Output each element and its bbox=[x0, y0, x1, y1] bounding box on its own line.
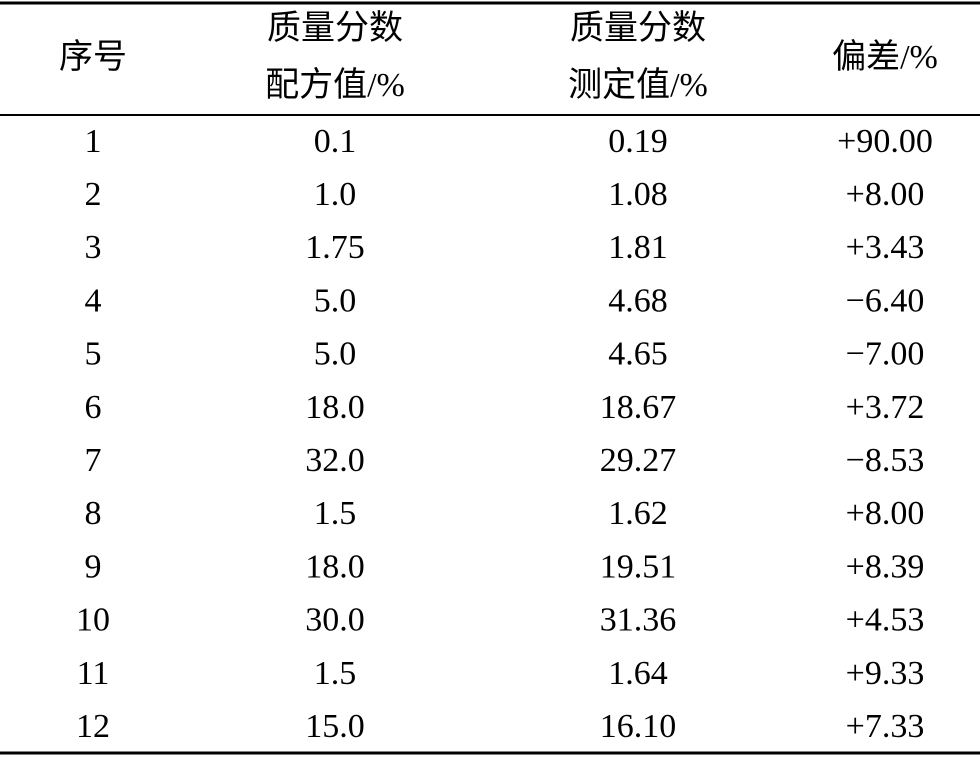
table-cell: 18.67 bbox=[600, 389, 677, 426]
table-cell: 7 bbox=[85, 442, 102, 479]
table-cell: 30.0 bbox=[305, 602, 365, 639]
table-cell: 12 bbox=[76, 708, 110, 745]
table-cell: 16.10 bbox=[600, 708, 677, 745]
table-cell: 1 bbox=[85, 123, 102, 160]
table-cell: 5 bbox=[85, 336, 102, 373]
table-cell: 32.0 bbox=[305, 442, 365, 479]
table-cell: 1.08 bbox=[608, 176, 668, 213]
header-cell: 配方值/% bbox=[265, 66, 405, 104]
table-cell: +3.72 bbox=[846, 389, 925, 426]
table-cell: 18.0 bbox=[305, 389, 365, 426]
table-cell: 1.5 bbox=[314, 495, 357, 532]
table-cell: 1.75 bbox=[305, 229, 365, 266]
table-cell: 1.0 bbox=[314, 176, 357, 213]
table-cell: −7.00 bbox=[846, 336, 925, 373]
header-cell: 序号 bbox=[59, 38, 127, 76]
header-cell: 质量分数 bbox=[570, 9, 706, 47]
table-cell: −8.53 bbox=[846, 442, 925, 479]
table-cell: 1.81 bbox=[608, 229, 668, 266]
table-cell: 11 bbox=[77, 655, 110, 692]
table-cell: +8.00 bbox=[846, 495, 925, 532]
table-cell: 6 bbox=[85, 389, 102, 426]
header-cell: 质量分数 bbox=[267, 9, 403, 47]
table-cell: 19.51 bbox=[600, 548, 677, 585]
table-cell: +7.33 bbox=[846, 708, 925, 745]
table-cell: +3.43 bbox=[846, 229, 925, 266]
table-cell: 29.27 bbox=[600, 442, 677, 479]
table-cell: 4 bbox=[85, 282, 102, 319]
table-cell: 4.65 bbox=[608, 336, 668, 373]
table-cell: 10 bbox=[76, 602, 110, 639]
table-cell: 0.19 bbox=[608, 123, 668, 160]
table-cell: 5.0 bbox=[314, 336, 357, 373]
table-cell: −6.40 bbox=[846, 282, 925, 319]
table-cell: 0.1 bbox=[314, 123, 357, 160]
table-cell: 1.62 bbox=[608, 495, 668, 532]
table-cell: +9.33 bbox=[846, 655, 925, 692]
table-cell: +8.39 bbox=[846, 548, 925, 585]
table-cell: 2 bbox=[85, 176, 102, 213]
table-cell: 15.0 bbox=[305, 708, 365, 745]
header-cell: 测定值/% bbox=[568, 66, 708, 104]
header-cell: 偏差/% bbox=[832, 38, 938, 76]
table-cell: 18.0 bbox=[305, 548, 365, 585]
table-cell: +4.53 bbox=[846, 602, 925, 639]
table-cell: +90.00 bbox=[837, 123, 933, 160]
table-cell: 1.64 bbox=[608, 655, 668, 692]
table-cell: 9 bbox=[85, 548, 102, 585]
table-cell: 5.0 bbox=[314, 282, 357, 319]
table-cell: +8.00 bbox=[846, 176, 925, 213]
table-cell: 4.68 bbox=[608, 282, 668, 319]
table-cell: 8 bbox=[85, 495, 102, 532]
table-cell: 3 bbox=[85, 229, 102, 266]
table-cell: 1.5 bbox=[314, 655, 357, 692]
table-cell: 31.36 bbox=[600, 602, 677, 639]
